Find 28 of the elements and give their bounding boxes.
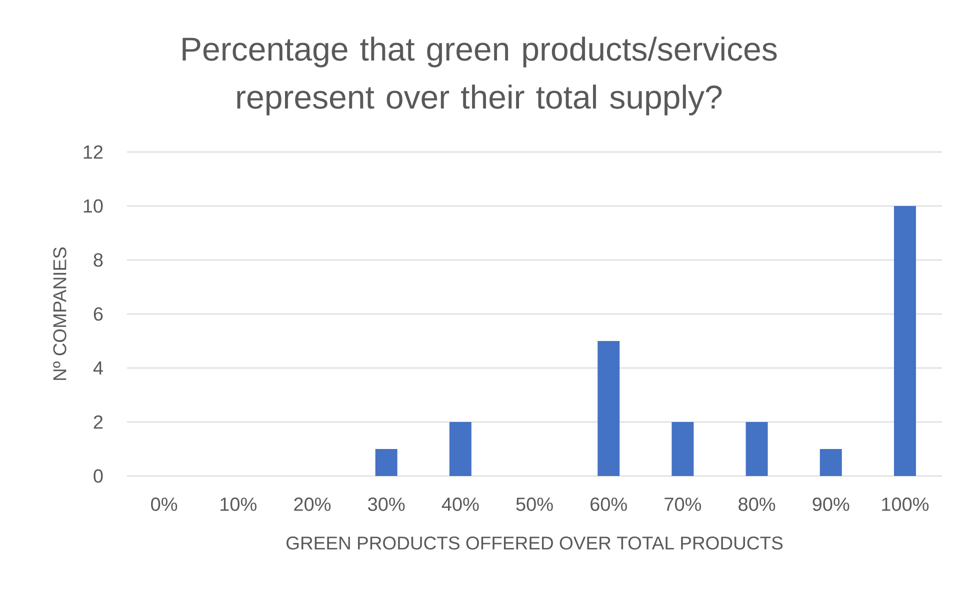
x-tick-label: 90% <box>812 498 850 511</box>
y-axis-title: Nº COMPANIES <box>53 247 66 380</box>
bar <box>820 448 842 476</box>
x-tick-label: 10% <box>220 498 256 511</box>
y-tick-label: 8 <box>94 253 103 267</box>
x-tick-label: 20% <box>294 498 331 511</box>
y-tick-label: 0 <box>94 469 103 483</box>
x-tick-label: 100% <box>882 498 929 511</box>
bar <box>449 422 472 476</box>
x-tick-label: 50% <box>516 498 553 511</box>
bar <box>375 448 398 476</box>
y-tick-label: 6 <box>94 307 103 321</box>
x-axis-title: GREEN PRODUCTS OFFERED OVER TOTAL PRODUCTS <box>286 536 783 550</box>
bar <box>894 206 916 476</box>
bar <box>746 422 768 476</box>
x-tick-label: 80% <box>738 498 776 511</box>
y-tick-label: 10 <box>84 199 103 213</box>
x-tick-label: 70% <box>664 498 702 511</box>
bar <box>598 340 620 476</box>
x-tick-label: 0% <box>151 498 178 511</box>
chart-title: Percentage that green products/services represent over their total supply? <box>182 36 777 116</box>
y-tick-label: 2 <box>94 415 103 429</box>
bar <box>672 422 694 476</box>
x-tick-label: 60% <box>590 498 627 511</box>
y-tick-label: 12 <box>84 145 103 159</box>
y-tick-label: 4 <box>93 361 103 375</box>
x-tick-label: 40% <box>442 498 479 511</box>
x-tick-label: 30% <box>368 498 405 511</box>
